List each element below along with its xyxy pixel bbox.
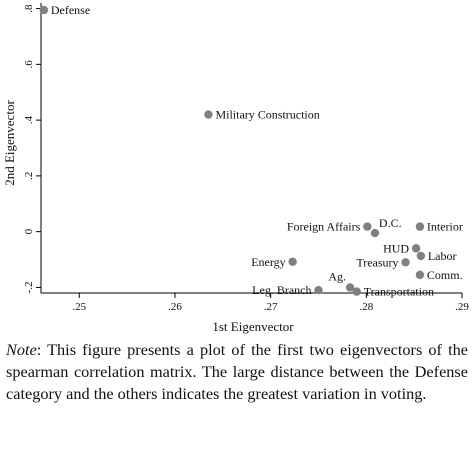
caption-text: : This figure presents a plot of the fir… bbox=[6, 340, 468, 404]
data-point-label: Defense bbox=[51, 3, 90, 17]
y-axis-ticks: -.2 0 .2 .4 .6 .8 bbox=[23, 4, 41, 293]
data-point bbox=[401, 258, 410, 267]
data-point-label: Energy bbox=[251, 255, 285, 269]
data-point bbox=[363, 222, 372, 231]
x-tick-label: .28 bbox=[359, 301, 373, 313]
data-point bbox=[411, 244, 421, 253]
data-point-label: D.C. bbox=[379, 216, 402, 230]
y-tick-label: .2 bbox=[23, 172, 35, 180]
data-point bbox=[39, 5, 49, 15]
y-tick-label: .4 bbox=[23, 115, 35, 124]
data-point bbox=[314, 286, 323, 295]
x-tick-label: .27 bbox=[264, 301, 278, 313]
data-point-label: Ag. bbox=[328, 269, 346, 283]
data-point-label: Leg. Branch bbox=[252, 283, 311, 297]
data-point bbox=[204, 110, 213, 119]
figure-caption: Note: This figure presents a plot of the… bbox=[6, 339, 468, 406]
x-tick-label: .25 bbox=[72, 301, 86, 313]
data-point-label: Interior bbox=[427, 220, 463, 234]
plot-axes bbox=[40, 3, 462, 294]
data-point bbox=[416, 251, 426, 261]
data-point bbox=[415, 270, 425, 280]
data-point-label: Foreign Affairs bbox=[287, 220, 361, 234]
data-point-label: Military Construction bbox=[215, 108, 319, 122]
y-tick-label: .6 bbox=[23, 60, 35, 69]
x-axis-ticks: .25 .26 .27 .28 .29 bbox=[72, 293, 469, 313]
y-tick-label: 0 bbox=[23, 228, 35, 234]
data-point bbox=[415, 222, 425, 231]
data-point-label: HUD bbox=[383, 241, 409, 255]
x-tick-label: .29 bbox=[455, 301, 469, 313]
y-tick-label: -.2 bbox=[23, 281, 35, 293]
data-point-label: Comm. bbox=[427, 268, 463, 282]
y-tick-label: .8 bbox=[23, 4, 35, 13]
x-tick-label: .26 bbox=[168, 301, 182, 313]
note-label: Note bbox=[6, 340, 37, 359]
y-axis-title: 2nd Eigenvector bbox=[2, 100, 17, 186]
data-point-label: Treasury bbox=[356, 255, 398, 269]
data-point-label: Transportation bbox=[364, 285, 434, 299]
data-points: Defense Military Construction Foreign Affa… bbox=[39, 3, 463, 299]
x-axis-title: 1st Eigenvector bbox=[212, 319, 294, 334]
data-point bbox=[352, 287, 361, 296]
data-point-label: Labor bbox=[428, 249, 457, 263]
data-point bbox=[370, 228, 380, 238]
data-point bbox=[288, 257, 297, 266]
data-point bbox=[345, 283, 355, 292]
